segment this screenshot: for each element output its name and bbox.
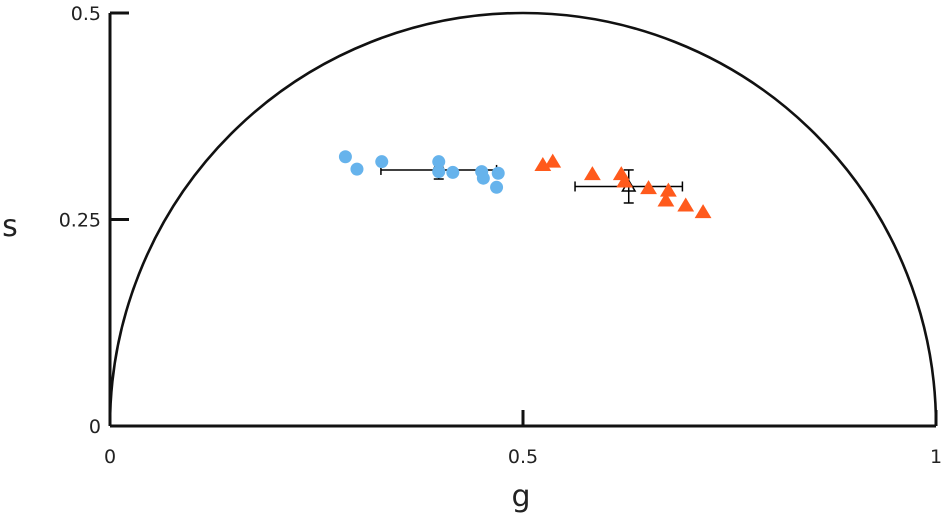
y-tick-label: 0 — [89, 416, 101, 438]
data-point-triangle — [659, 182, 677, 197]
data-point-triangle — [677, 197, 695, 212]
y-tick-label: 0.25 — [59, 210, 101, 232]
data-point-triangle — [640, 180, 657, 195]
data-point-triangle — [583, 166, 601, 181]
data-point-circle — [490, 180, 504, 194]
y-tick-label: 0.5 — [71, 3, 101, 25]
data-point-circle — [476, 171, 490, 185]
data-point-triangle — [657, 192, 675, 207]
data-point-circle — [350, 162, 364, 176]
data-point-circle — [432, 165, 446, 179]
data-point-circle — [375, 155, 389, 169]
data-point-circle — [432, 155, 446, 169]
data-point-triangle — [694, 204, 712, 219]
data-point-circle — [338, 150, 352, 164]
data-point-triangle — [616, 173, 633, 188]
x-tick-label: 1 — [930, 446, 942, 468]
data-point-circle — [491, 166, 505, 180]
y-axis-title: s — [2, 209, 18, 244]
data-point-triangle — [544, 153, 562, 168]
x-tick-label: 0.5 — [508, 446, 538, 468]
data-point-circle — [446, 165, 460, 179]
x-tick-label: 0 — [104, 446, 116, 468]
universal-semicircle — [108, 11, 938, 427]
x-axis-title: g — [511, 479, 530, 514]
